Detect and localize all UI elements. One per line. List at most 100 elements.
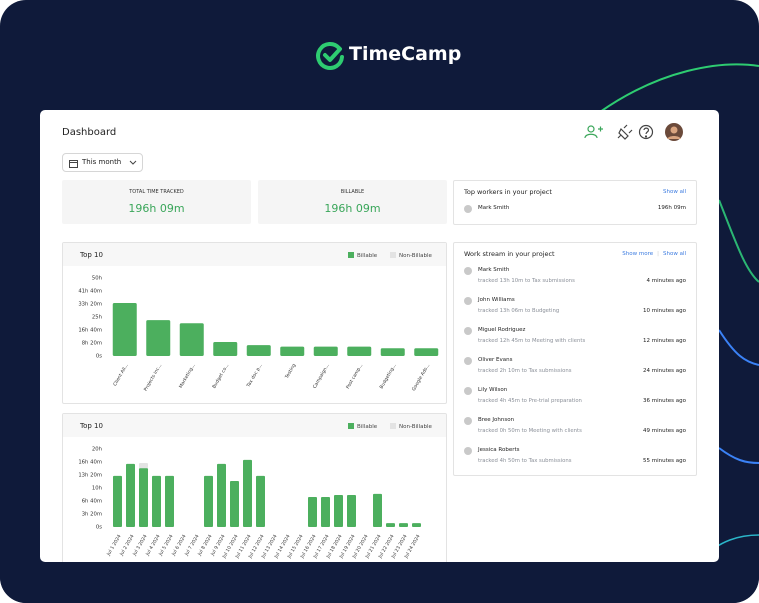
y-tick-label: 0s [96, 354, 102, 360]
y-tick-label: 16h 40m [78, 459, 102, 465]
stat-value: 196h 09m [128, 202, 185, 215]
worker-name: Mark Smith [478, 267, 510, 273]
y-tick-label: 8h 20m [82, 341, 102, 347]
x-tick-label: Testing [284, 363, 298, 381]
show-links: Show more | Show all [622, 251, 686, 258]
x-tick-label: Budget co... [211, 363, 230, 390]
worker-name: Oliver Evans [478, 357, 513, 363]
page-title: Dashboard [62, 127, 117, 138]
bar [230, 480, 239, 527]
frame-bottom [0, 562, 759, 603]
activity-text: tracked 4h 45m to Pre-trial preparation [478, 398, 582, 404]
chart-title: Top 10 [79, 251, 103, 259]
activity-time: 49 minutes ago [643, 428, 686, 434]
avatar [464, 447, 472, 455]
show-more-link[interactable]: Show more [622, 251, 654, 257]
work-stream-panel: Work stream in your project Show more | Sh… [453, 242, 697, 476]
worker-time: 196h 09m [657, 205, 686, 211]
bar [113, 475, 122, 527]
stat-card: TOTAL TIME TRACKED 196h 09m [62, 180, 251, 224]
date-filter[interactable]: This month [62, 153, 143, 172]
bar [204, 475, 213, 527]
bar [399, 523, 408, 527]
bar [313, 346, 338, 356]
bar [321, 496, 330, 527]
logo-text: TimeCamp [349, 43, 462, 65]
x-tick-label: Budgeting... [379, 363, 398, 390]
activity-text: tracked 13h 10m to Tax submissions [478, 278, 575, 284]
user-avatar[interactable] [665, 123, 683, 141]
bar [152, 475, 161, 527]
y-tick-label: 6h 40m [82, 498, 102, 504]
help-icon[interactable] [638, 124, 654, 140]
show-all-link[interactable]: Show all [662, 251, 686, 257]
activity-time: 55 minutes ago [643, 458, 686, 464]
avatar [464, 327, 472, 335]
activity-time: 36 minutes ago [643, 398, 686, 404]
bar [412, 523, 421, 527]
stat-label: TOTAL TIME TRACKED [129, 189, 184, 195]
chart: Top 10 Billable Non-Billable 0s 3h 20m 6h 40m… [63, 414, 446, 560]
legend-swatch [348, 252, 354, 258]
separator: | [657, 251, 659, 257]
chart-panel: Top 10 Billable Non-Billable 0s 8h 20m 16h 40… [62, 242, 447, 404]
activity-text: tracked 12h 45m to Meeting with clients [478, 338, 586, 344]
add-user-icon[interactable] [584, 125, 603, 139]
bar [112, 302, 137, 356]
chart: Top 10 Billable Non-Billable 0s 8h 20m 16h 40… [63, 243, 446, 393]
bar [334, 495, 343, 527]
y-tick-label: 20h [92, 447, 102, 453]
activity-time: 10 minutes ago [643, 308, 686, 314]
stat-card: BILLABLE 196h 09m [258, 180, 447, 224]
avatar [464, 297, 472, 305]
activity-time: 24 minutes ago [643, 368, 686, 374]
activity-text: tracked 4h 50m to Tax submissions [478, 458, 572, 464]
legend-swatch [390, 252, 396, 258]
bar [380, 348, 405, 356]
stat-value: 196h 09m [324, 202, 381, 215]
bar [414, 348, 439, 356]
logo-icon [316, 42, 344, 70]
show-all-link[interactable]: Show all [662, 189, 686, 195]
bar [308, 496, 317, 527]
x-tick-label: Client All... [112, 363, 130, 388]
y-tick-label: 16h 40m [78, 327, 102, 333]
bar [217, 463, 226, 527]
worker-name: Mark Smith [478, 205, 510, 211]
stat-label: BILLABLE [340, 189, 365, 195]
x-tick-label: Tax doc p... [245, 363, 264, 389]
bar [146, 320, 171, 356]
legend-label: Billable [357, 253, 378, 259]
legend-label: Billable [357, 424, 378, 430]
avatar [464, 357, 472, 365]
y-tick-label: 50h [92, 276, 102, 282]
top-workers-panel: Top workers in your project Show all Mar… [453, 180, 697, 225]
x-tick-label: Marketing... [178, 363, 197, 390]
legend-swatch [348, 423, 354, 429]
y-tick-label: 10h [92, 486, 102, 492]
y-tick-label: 33h 20m [78, 302, 102, 308]
activity-text: tracked 0h 50m to Meeting with clients [478, 428, 582, 434]
bar [386, 523, 395, 527]
legend-swatch [390, 423, 396, 429]
bar [126, 463, 135, 527]
integrations-icon[interactable] [617, 124, 633, 140]
y-tick-label: 3h 20m [82, 512, 102, 518]
y-tick-label: 41h 40m [78, 288, 102, 294]
panel-title: Work stream in your project [464, 250, 555, 258]
x-tick-label: Projects inc... [143, 363, 164, 393]
toolbar-icons [584, 123, 683, 141]
calendar-icon [69, 160, 78, 168]
chart-title: Top 10 [79, 422, 103, 430]
bar [139, 468, 148, 527]
chevron-icon [129, 160, 137, 165]
chart-header [63, 414, 446, 437]
worker-name: Lily Wilson [478, 387, 508, 393]
bar [256, 475, 265, 527]
avatar [464, 267, 472, 275]
legend-label: Non-Billable [399, 424, 433, 430]
chart-panel: Top 10 Billable Non-Billable 0s 3h 20m 6h 40m… [62, 413, 447, 562]
y-tick-label: 0s [96, 525, 102, 531]
bar [347, 495, 356, 527]
